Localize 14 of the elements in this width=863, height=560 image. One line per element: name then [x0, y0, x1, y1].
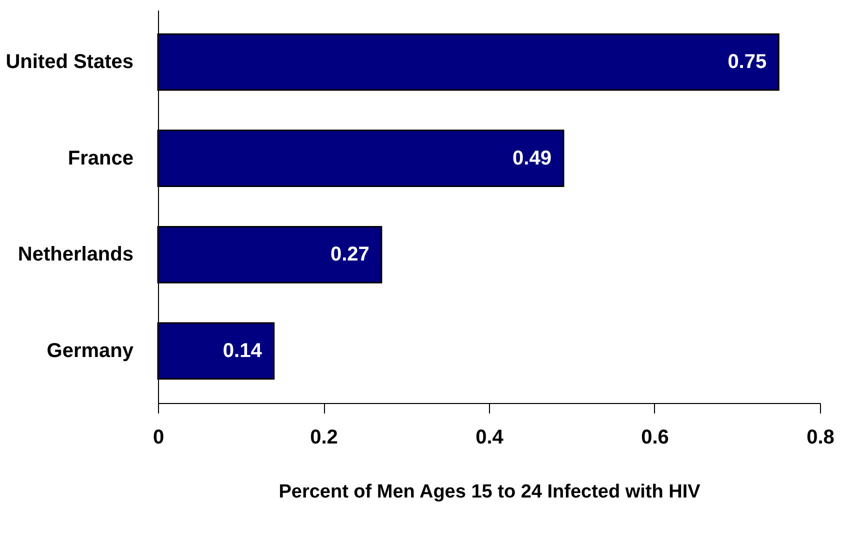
x-tick-label: 0	[152, 426, 164, 448]
x-tick-label: 0.4	[476, 426, 504, 448]
y-tick-label: Germany	[46, 340, 134, 362]
x-tick-label: 0.2	[310, 426, 338, 448]
x-tick-label: 0.8	[806, 426, 834, 448]
data-label: 0.14	[222, 340, 263, 362]
y-tick-label: France	[68, 147, 134, 170]
y-tick-label: Netherlands	[18, 244, 134, 266]
data-label: 0.75	[728, 51, 767, 74]
data-label: 0.49	[512, 147, 552, 170]
x-tick-label: 0.6	[641, 426, 669, 448]
y-tick-label: United States	[6, 51, 134, 74]
data-label: 0.27	[330, 244, 370, 266]
x-axis-title: Percent of Men Ages 15 to 24 Infected with HIV	[278, 482, 701, 502]
